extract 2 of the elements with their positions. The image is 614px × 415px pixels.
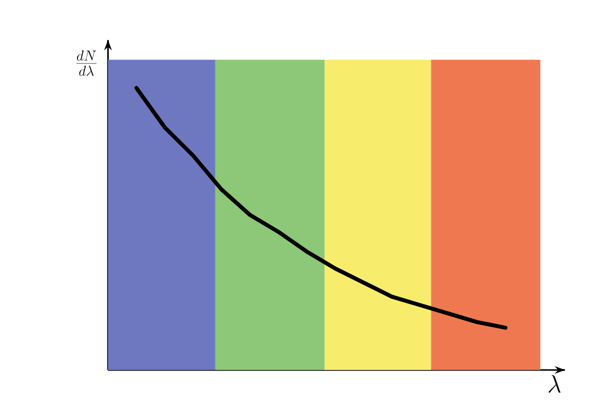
x-axis-title: $\lambda$ xyxy=(548,375,561,393)
y-axis-title: $\frac{dN}{d\lambda}$ xyxy=(76,50,96,76)
